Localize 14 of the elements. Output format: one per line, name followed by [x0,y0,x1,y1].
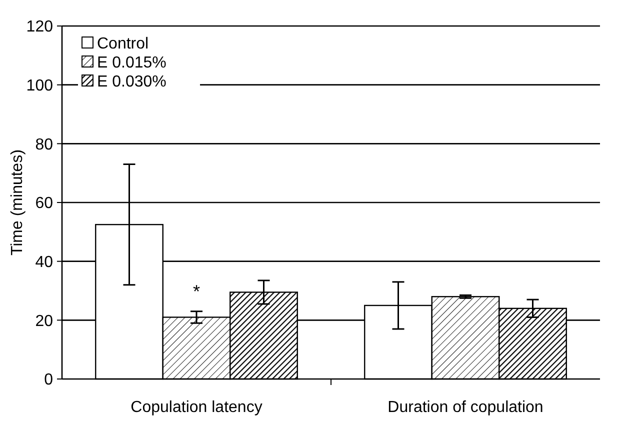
legend-label: E 0.015% [97,54,166,72]
x-tick-label: Copulation latency [130,399,262,416]
y-tick-label: 20 [35,312,54,330]
y-tick-label: 0 [44,372,54,389]
legend-label: E 0.030% [97,74,166,91]
y-tick-label: 120 [26,18,54,36]
x-tick-label: Duration of copulation [388,399,544,416]
legend-label: Control [97,36,149,53]
y-tick-label: 80 [35,136,54,154]
annotation: * [192,281,200,302]
y-tick-label: 60 [35,195,54,212]
y-tick-label: 100 [26,77,54,94]
y-axis-title: Time (minutes) [9,149,26,256]
y-tick-label: 40 [35,254,54,271]
